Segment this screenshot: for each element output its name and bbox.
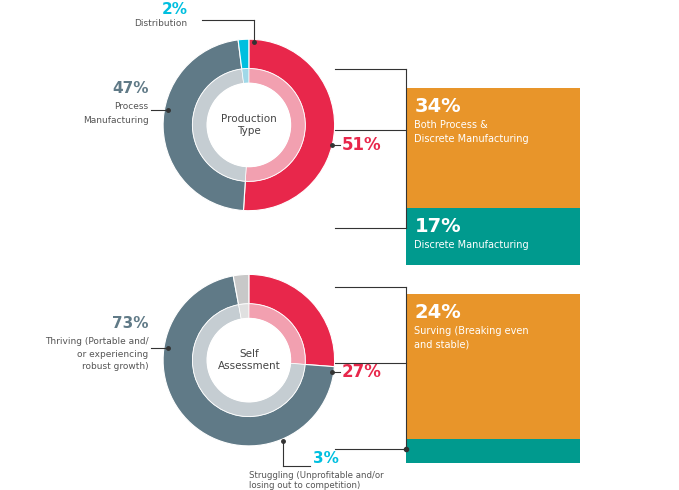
Wedge shape bbox=[193, 69, 246, 181]
Text: 17%: 17% bbox=[414, 217, 461, 236]
Text: or experiencing: or experiencing bbox=[77, 350, 149, 359]
Text: 3%: 3% bbox=[312, 451, 338, 465]
Circle shape bbox=[207, 318, 291, 402]
Text: losing out to competition): losing out to competition) bbox=[249, 481, 360, 490]
Text: and stable): and stable) bbox=[414, 340, 470, 349]
Text: 51%: 51% bbox=[342, 136, 382, 153]
Wedge shape bbox=[238, 39, 249, 69]
Text: Discrete Manufacturing: Discrete Manufacturing bbox=[414, 134, 529, 144]
Wedge shape bbox=[245, 69, 305, 181]
Wedge shape bbox=[249, 304, 305, 365]
Wedge shape bbox=[163, 40, 245, 211]
FancyBboxPatch shape bbox=[405, 439, 580, 463]
Text: Manufacturing: Manufacturing bbox=[83, 116, 149, 124]
Text: Distribution: Distribution bbox=[134, 19, 187, 27]
Text: Struggling (Unprofitable and/or: Struggling (Unprofitable and/or bbox=[249, 471, 384, 480]
Text: 2%: 2% bbox=[162, 2, 187, 17]
Circle shape bbox=[207, 83, 291, 167]
Text: 47%: 47% bbox=[112, 81, 149, 96]
Text: 34%: 34% bbox=[414, 97, 461, 116]
Text: Both Process &: Both Process & bbox=[414, 120, 488, 130]
Text: Thriving (Portable and/: Thriving (Portable and/ bbox=[45, 337, 149, 346]
Text: Process: Process bbox=[114, 102, 149, 111]
Wedge shape bbox=[234, 274, 249, 305]
FancyBboxPatch shape bbox=[405, 294, 580, 439]
FancyBboxPatch shape bbox=[405, 208, 580, 265]
Text: Self
Assessment: Self Assessment bbox=[217, 349, 280, 371]
Wedge shape bbox=[163, 276, 334, 446]
Text: Production
Type: Production Type bbox=[221, 114, 277, 136]
FancyBboxPatch shape bbox=[405, 88, 580, 208]
Text: 73%: 73% bbox=[112, 316, 149, 331]
Text: 27%: 27% bbox=[342, 364, 382, 381]
Wedge shape bbox=[244, 39, 335, 211]
Text: robust growth): robust growth) bbox=[81, 362, 149, 371]
Wedge shape bbox=[242, 69, 249, 84]
Wedge shape bbox=[249, 274, 335, 367]
Wedge shape bbox=[238, 304, 249, 319]
Text: Surving (Breaking even: Surving (Breaking even bbox=[414, 326, 529, 336]
Wedge shape bbox=[193, 305, 305, 416]
Text: 24%: 24% bbox=[414, 303, 461, 322]
Text: Discrete Manufacturing: Discrete Manufacturing bbox=[414, 240, 529, 250]
